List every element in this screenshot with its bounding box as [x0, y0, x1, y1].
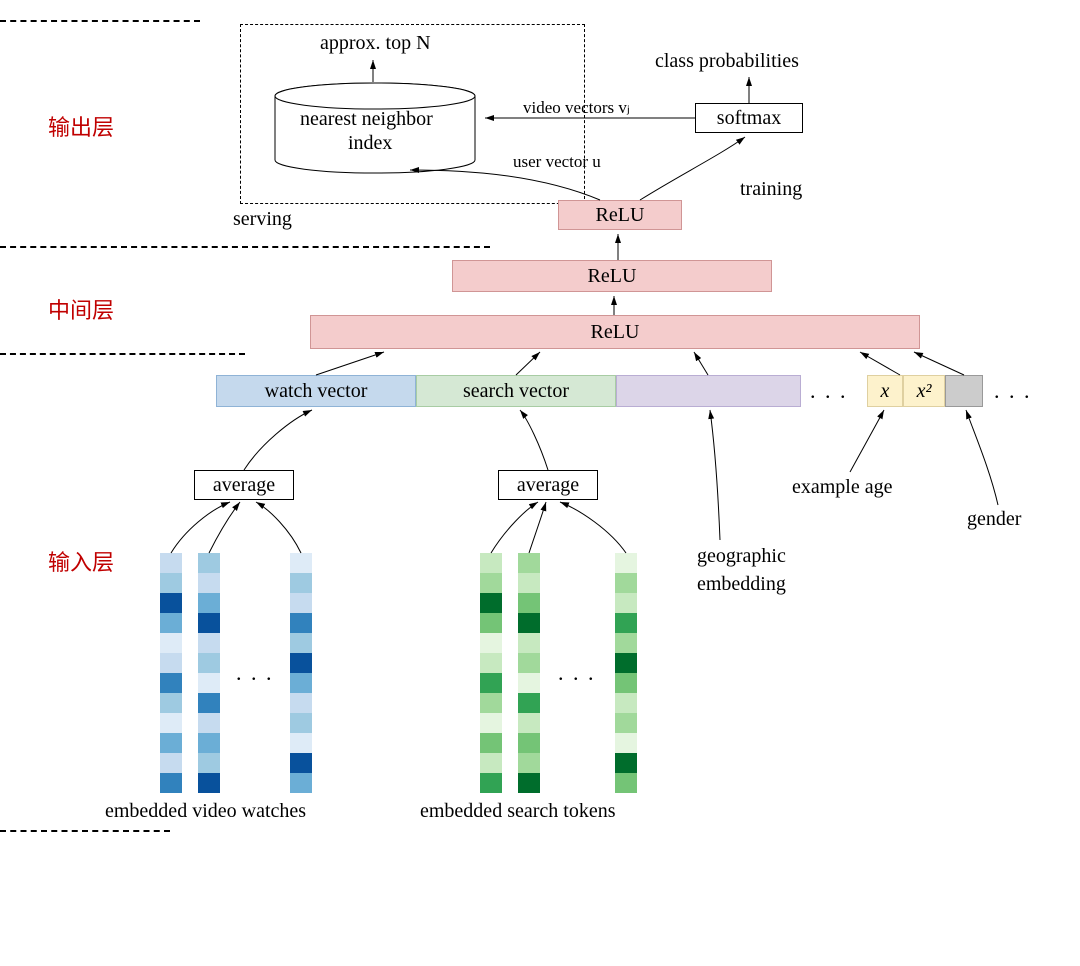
label-middle: 中间层 [48, 293, 114, 325]
video-watches-label: embedded video watches [105, 800, 306, 823]
class-prob: class probabilities [655, 50, 799, 73]
label-input: 输入层 [48, 545, 114, 577]
relu-3: ReLU [310, 315, 920, 349]
relu-1: ReLU [558, 200, 682, 230]
gender-label: gender [967, 508, 1021, 531]
geo-label-2: embedding [697, 573, 786, 596]
green-bar-1 [480, 553, 502, 793]
approx-topn: approx. top N [320, 32, 431, 55]
dash-line-3 [0, 353, 245, 355]
softmax-box: softmax [695, 103, 803, 133]
average-2-text: average [517, 474, 579, 497]
dots-2: . . . [994, 378, 1032, 404]
nn-index-text1: nearest neighbor [300, 108, 433, 131]
green-bar-3 [615, 553, 637, 793]
serving-label: serving [233, 208, 292, 231]
gender-box [945, 375, 983, 407]
x2-box: x² [903, 375, 945, 407]
dots-1: . . . [810, 378, 848, 404]
dash-line-2 [0, 246, 490, 248]
average-2: average [498, 470, 598, 500]
x-text: x [881, 380, 890, 403]
relu-2: ReLU [452, 260, 772, 292]
x-box: x [867, 375, 903, 407]
average-1: average [194, 470, 294, 500]
search-tokens-label: embedded search tokens [420, 800, 615, 823]
search-vector-text: search vector [463, 380, 569, 403]
blue-ellipsis: . . . [236, 660, 274, 686]
video-vectors-label: video vectors vⱼ [523, 98, 630, 118]
dash-line-4 [0, 830, 170, 832]
geo-box [616, 375, 801, 407]
x2-text: x² [917, 380, 932, 403]
nn-index-text2: index [348, 132, 392, 155]
watch-vector-box: watch vector [216, 375, 416, 407]
blue-bar-1 [160, 553, 182, 793]
geo-label-1: geographic [697, 545, 786, 568]
blue-bar-2 [198, 553, 220, 793]
blue-bar-3 [290, 553, 312, 793]
dash-line-1 [0, 20, 200, 22]
relu-3-text: ReLU [591, 321, 640, 344]
label-output: 输出层 [48, 110, 114, 142]
search-vector-box: search vector [416, 375, 616, 407]
average-1-text: average [213, 474, 275, 497]
relu-2-text: ReLU [588, 265, 637, 288]
softmax-text: softmax [717, 107, 781, 130]
relu-1-text: ReLU [596, 204, 645, 227]
example-age-label: example age [792, 476, 893, 499]
green-ellipsis: . . . [558, 660, 596, 686]
watch-vector-text: watch vector [265, 380, 368, 403]
green-bar-2 [518, 553, 540, 793]
user-vector-label: user vector u [513, 152, 601, 172]
training-label: training [740, 178, 802, 201]
